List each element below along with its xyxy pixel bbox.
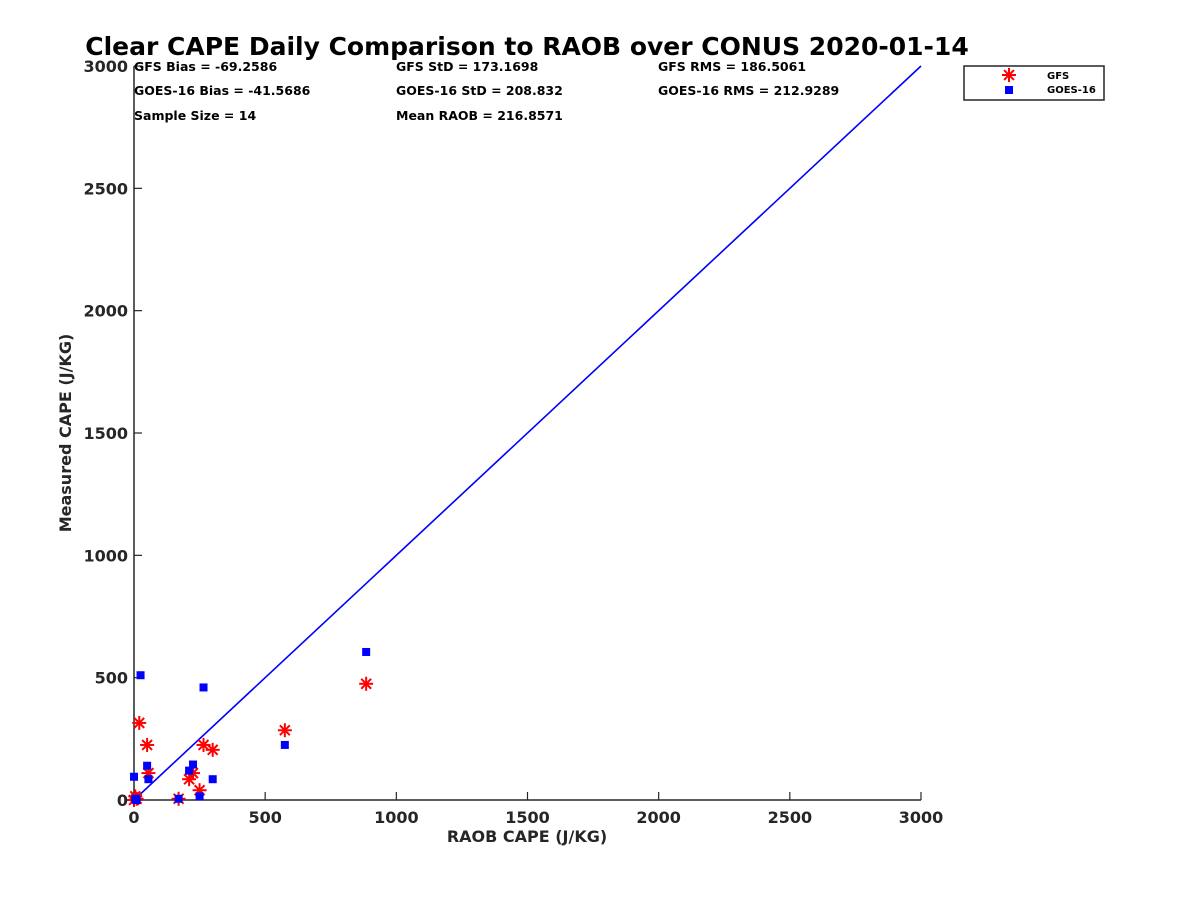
y-tick-label: 500 [95,669,128,688]
legend: GFS GOES-16 [963,65,1105,101]
goes16-point [144,775,153,784]
chart-title: Clear CAPE Daily Comparison to RAOB over… [85,32,968,61]
legend-gfs-marker [1002,68,1016,82]
stat-gfs-std: GFS StD = 173.1698 [396,59,538,74]
legend-asterisk-marker [1002,68,1016,82]
stat-goes16-std: GOES-16 StD = 208.832 [396,83,563,98]
goes16-point [174,794,183,803]
gfs-point [359,676,374,691]
legend-gfs-label: GFS [1047,71,1069,82]
stat-goes16-rms: GOES-16 RMS = 212.9289 [658,83,839,98]
gfs-point [205,742,220,757]
stat-gfs-rms: GFS RMS = 186.5061 [658,59,806,74]
goes16-point [362,647,371,656]
y-tick-label: 3000 [83,57,128,76]
x-tick-label: 0 [128,808,139,827]
goes16-point [199,683,208,692]
stat-sample-size: Sample Size = 14 [134,108,256,123]
y-tick-label: 2000 [83,302,128,321]
data-series [127,647,374,807]
legend-goes16-marker [1005,86,1013,94]
stat-mean-raob: Mean RAOB = 216.8571 [396,108,563,123]
statistics-block: GFS Bias = -69.2586 GFS StD = 173.1698 G… [134,59,839,123]
goes16-point [130,772,138,781]
series-goes-16 [130,647,371,804]
goes16-point [208,775,217,784]
gfs-point [140,737,155,752]
series-gfs [127,676,374,807]
x-tick-label: 500 [248,808,281,827]
legend-box [963,65,1105,101]
y-axis-label: Measured CAPE (J/KG) [56,334,75,533]
legend-goes16-label: GOES-16 [1047,85,1096,96]
goes16-point [143,761,152,770]
x-tick-label: 3000 [899,808,944,827]
y-tick-label: 2500 [83,179,128,198]
x-tick-label: 1500 [505,808,550,827]
y-tick-label: 1500 [83,424,128,443]
goes16-point [185,766,194,775]
x-tick-label: 2500 [768,808,813,827]
gfs-point [277,723,292,738]
x-tick-label: 2000 [636,808,681,827]
goes16-point [132,796,141,804]
goes16-point [136,671,145,680]
goes16-point [195,792,204,801]
x-ticks: 0 500 1000 1500 2000 2500 3000 [128,792,943,827]
x-axis-label: RAOB CAPE (J/KG) [447,827,607,846]
gfs-point [132,715,147,730]
stat-gfs-bias: GFS Bias = -69.2586 [134,59,277,74]
stat-goes16-bias: GOES-16 Bias = -41.5686 [134,83,311,98]
goes16-point [280,740,289,749]
y-ticks: 0 500 1000 1500 2000 2500 3000 [83,57,142,810]
legend-square-marker [1005,86,1013,94]
goes16-point [189,760,198,769]
y-tick-label: 0 [117,791,128,810]
y-tick-label: 1000 [83,546,128,565]
x-tick-label: 1000 [374,808,419,827]
one-to-one-reference-line [133,65,922,801]
